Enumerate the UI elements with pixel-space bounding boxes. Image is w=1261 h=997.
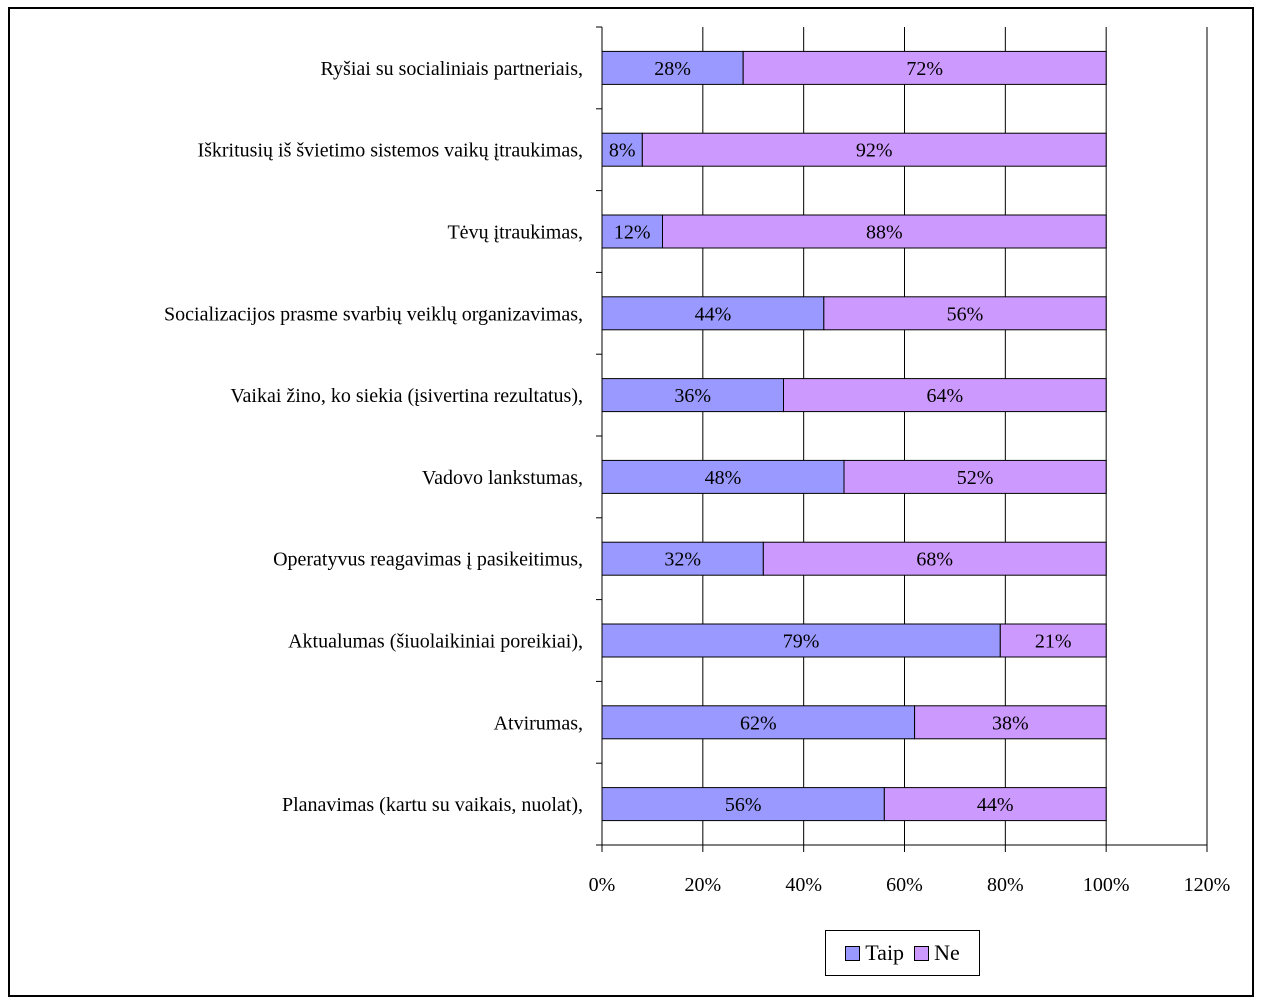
bar-ne: [641, 132, 1107, 167]
chart-frame: [8, 7, 1254, 997]
category-label: Socializacijos prasme svarbių veiklų org…: [164, 303, 583, 325]
bars: [601, 50, 1107, 822]
x-tick-label: 20%: [684, 874, 721, 896]
bar-taip: [601, 296, 825, 331]
data-label: 68%: [916, 549, 953, 571]
category-label: Vaikai žino, ko siekia (įsivertina rezul…: [230, 385, 583, 407]
labels: 0% 20% 40% 60% 80% 100% 120% 28% 72% Ryšiai su so…: [164, 58, 1230, 896]
data-label: 44%: [695, 303, 732, 325]
data-label: 8%: [609, 140, 636, 162]
data-label: 56%: [725, 794, 762, 816]
data-label: 38%: [992, 712, 1029, 734]
legend-swatch-ne: [914, 945, 930, 961]
data-label: 92%: [856, 140, 893, 162]
bar-taip: [601, 541, 764, 576]
data-label: 36%: [674, 385, 711, 407]
x-tick-label: 100%: [1083, 874, 1130, 896]
bar-taip: [601, 50, 744, 85]
category-label: Aktualumas (šiuolaikiniai poreikiai),: [288, 631, 583, 653]
bar-taip: [601, 623, 1001, 658]
category-label: Operatyvus reagavimas į pasikeitimus,: [273, 549, 583, 571]
bar-ne: [783, 378, 1107, 413]
data-label: 79%: [783, 631, 820, 653]
bar-ne: [823, 296, 1107, 331]
x-tick-label: 60%: [886, 874, 923, 896]
x-tick-label: 40%: [785, 874, 822, 896]
legend-label-taip: Taip: [865, 940, 905, 965]
data-label: 52%: [957, 467, 994, 489]
data-label: 62%: [740, 712, 777, 734]
bar-taip: [601, 378, 784, 413]
category-label: Atvirumas,: [494, 712, 583, 734]
data-label: 32%: [664, 549, 701, 571]
data-label: 44%: [977, 794, 1014, 816]
category-label: Vadovo lankstumas,: [422, 467, 583, 489]
category-label: Tėvų įtraukimas,: [447, 222, 583, 244]
category-label: Planavimas (kartu su vaikais, nuolat),: [282, 794, 583, 816]
bar-ne: [843, 459, 1107, 494]
data-label: 48%: [705, 467, 742, 489]
data-label: 88%: [866, 222, 903, 244]
bar-ne: [662, 214, 1107, 249]
data-label: 56%: [947, 303, 984, 325]
data-label: 12%: [614, 222, 651, 244]
data-label: 64%: [926, 385, 963, 407]
data-label: 28%: [654, 58, 691, 80]
legend: Taip Ne: [825, 930, 980, 976]
legend-item-ne: Ne: [914, 940, 960, 966]
bar-taip: [601, 214, 663, 249]
bar-ne: [762, 541, 1107, 576]
x-tick-label: 80%: [987, 874, 1024, 896]
category-label: Ryšiai su socialiniais partneriais,: [321, 58, 583, 80]
data-label: 72%: [906, 58, 943, 80]
bar-taip: [601, 132, 643, 167]
legend-swatch-taip: [845, 945, 861, 961]
bar-ne: [999, 623, 1107, 658]
bar-taip: [601, 459, 845, 494]
legend-label-ne: Ne: [934, 940, 960, 965]
bar-ne: [883, 787, 1107, 822]
category-label: Iškritusių iš švietimo sistemos vaikų įt…: [197, 140, 583, 162]
legend-item-taip: Taip: [845, 940, 904, 966]
x-tick-label: 120%: [1184, 874, 1231, 896]
data-label: 21%: [1035, 631, 1072, 653]
x-tick-label: 0%: [589, 874, 616, 896]
bar-ne: [914, 705, 1107, 740]
bar-ne: [742, 50, 1107, 85]
